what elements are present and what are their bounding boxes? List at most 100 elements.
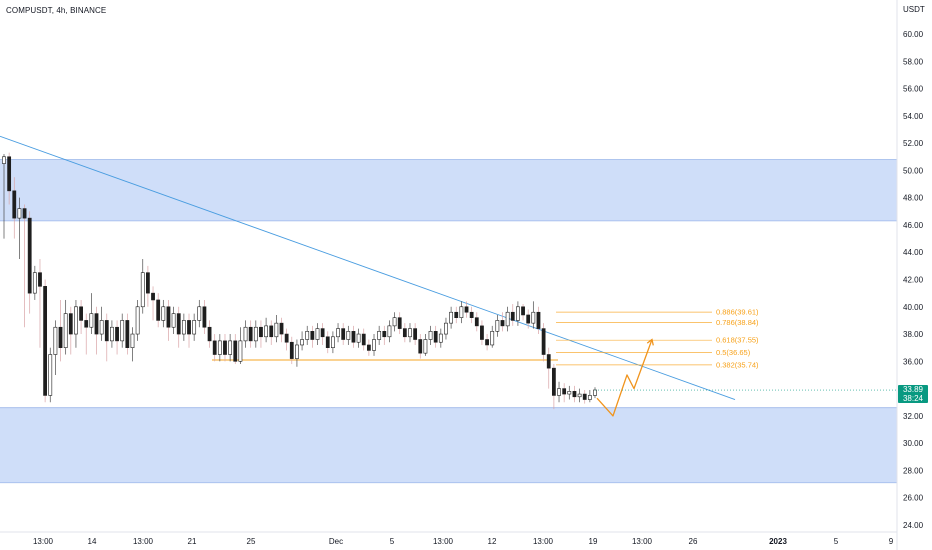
candle-body: [74, 306, 78, 335]
x-tick-label: 21: [188, 537, 197, 546]
y-tick-label: 56.00: [903, 85, 924, 94]
y-tick-label: 44.00: [903, 248, 924, 257]
candle-body: [192, 320, 197, 335]
candle-body: [295, 344, 299, 359]
fib-level-label: 0.786(38.84): [716, 318, 759, 327]
candle-body: [490, 331, 495, 346]
x-tick-label: 25: [247, 537, 256, 546]
candle-body: [253, 326, 258, 342]
candle-body: [392, 317, 397, 327]
candle-body: [223, 340, 227, 355]
candle-body: [315, 328, 320, 340]
candle-body: [79, 306, 83, 321]
candle-body: [259, 326, 263, 338]
candle-body: [156, 299, 161, 321]
candle-body: [27, 217, 32, 294]
candle-body: [320, 328, 325, 338]
candle-body: [161, 306, 166, 321]
candle-body: [541, 328, 546, 355]
candle-body: [562, 388, 567, 395]
candle-body: [418, 339, 423, 354]
candle-body: [377, 331, 382, 340]
candle-body: [166, 306, 171, 328]
y-tick-label: 26.00: [903, 494, 924, 503]
candle-body: [233, 340, 238, 362]
candle-body: [89, 313, 94, 328]
x-tick-label: 14: [88, 537, 97, 546]
candle-body: [151, 292, 155, 301]
y-tick-label: 50.00: [903, 166, 924, 175]
candle-body: [331, 336, 335, 348]
y-tick-label: 48.00: [903, 194, 924, 203]
y-tick-label: 58.00: [903, 57, 924, 66]
candle-body: [176, 313, 181, 335]
candle-body: [228, 340, 233, 355]
projection-arrowhead: [646, 338, 654, 346]
candle-body: [454, 311, 459, 318]
x-tick-label: 13:00: [133, 537, 154, 546]
candle-body: [551, 367, 556, 396]
y-tick-label: 54.00: [903, 112, 924, 121]
x-tick-label: 12: [488, 537, 497, 546]
candle-body: [366, 344, 371, 351]
candle-body: [187, 320, 191, 335]
y-tick-label: 60.00: [903, 30, 924, 39]
candle-body: [557, 388, 561, 396]
candle-body: [197, 306, 202, 321]
candle-body: [567, 391, 572, 395]
candle-body: [469, 311, 474, 318]
candle-body: [402, 328, 407, 338]
x-tick-label: 2023: [769, 537, 787, 546]
candle-body: [464, 306, 469, 313]
candle-body: [140, 272, 145, 308]
candle-body: [546, 354, 551, 369]
candle-body: [387, 325, 392, 338]
candle-body: [341, 328, 346, 340]
candle-body: [351, 331, 356, 343]
candle-body: [413, 328, 418, 340]
candle-body: [526, 314, 531, 324]
candle-body: [274, 322, 279, 338]
x-tick-label: 13:00: [33, 537, 54, 546]
candle-body: [63, 313, 68, 348]
x-tick-label: 5: [834, 537, 839, 546]
y-tick-label: 52.00: [903, 139, 924, 148]
candle-body: [43, 286, 48, 396]
candle-body: [130, 333, 135, 348]
candle-body: [510, 311, 515, 321]
candle-body: [48, 354, 53, 396]
candle-body: [207, 326, 212, 342]
x-tick-label: 13:00: [632, 537, 653, 546]
candle-body: [310, 331, 315, 340]
y-tick-label: 32.00: [903, 412, 924, 421]
candle-body: [505, 311, 510, 327]
candle-body: [572, 391, 577, 398]
candle-body: [438, 333, 443, 343]
candle-body: [17, 208, 22, 219]
candle-body: [279, 322, 284, 335]
projection-path: [596, 339, 653, 417]
candle-body: [58, 326, 63, 348]
y-tick-label: 46.00: [903, 221, 924, 230]
x-tick-label: Dec: [329, 537, 343, 546]
candle-body: [582, 393, 587, 400]
candle-body: [243, 326, 248, 342]
y-tick-label: 30.00: [903, 439, 924, 448]
candle-body: [372, 339, 376, 351]
candle-body: [125, 320, 130, 348]
x-tick-label: 19: [589, 537, 598, 546]
fib-level-label: 0.382(35.74): [716, 360, 759, 369]
candle-body: [120, 320, 125, 342]
candle-body: [382, 331, 387, 338]
last-price-badge: 33.89 38:24: [898, 385, 928, 403]
candle-body: [459, 306, 464, 318]
candle-body: [289, 341, 294, 359]
candle-body: [480, 325, 484, 340]
x-tick-label: 13:00: [533, 537, 554, 546]
trendline: [0, 135, 736, 400]
candle-body: [408, 328, 412, 338]
fib-level-label: 0.886(39.61): [716, 308, 759, 317]
candle-body: [516, 306, 520, 321]
candle-body: [12, 190, 17, 219]
